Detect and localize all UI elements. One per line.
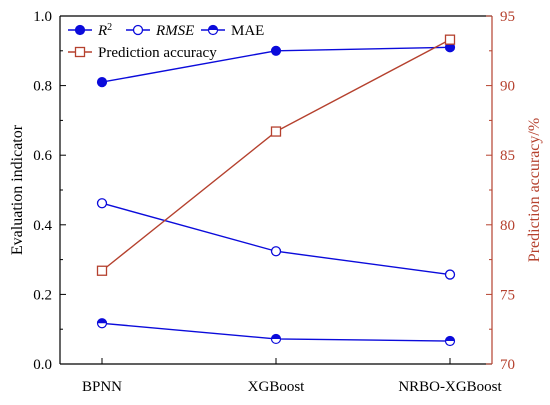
marker-fill	[445, 336, 455, 342]
marker-fill	[208, 25, 218, 30]
data-point-0-1	[270, 45, 282, 56]
legend-marker	[74, 46, 86, 58]
left-tick-label: 0.6	[33, 148, 52, 164]
right-tick-label: 80	[500, 218, 515, 234]
left-tick-label: 1.0	[33, 9, 52, 25]
legend-label-0: R2	[97, 22, 112, 40]
right-tick-label: 90	[500, 79, 515, 95]
legend-label-3: Prediction accuracy	[98, 45, 217, 61]
data-point-1-2	[444, 269, 456, 280]
y-axis-title: Evaluation indicator	[9, 124, 26, 255]
y2-axis-title: Prediction accuracy/%	[526, 118, 543, 262]
data-point-1-1	[270, 246, 282, 257]
legend-label-1: RMSE	[155, 23, 194, 39]
left-tick-label: 0.4	[33, 218, 52, 234]
legend: R2 RMSE MAE Prediction accuracy	[68, 22, 264, 61]
data-point-2-0	[96, 318, 108, 329]
x-tick-label: BPNN	[82, 379, 122, 395]
data-point-0-0	[96, 77, 108, 88]
data-point-3-0	[96, 265, 108, 276]
legend-marker	[207, 24, 219, 36]
marker-fill	[271, 334, 281, 339]
data-point-2-2	[444, 335, 456, 347]
series-line-1	[101, 202, 451, 276]
right-tick-label: 85	[500, 148, 515, 164]
marker-fill	[97, 318, 107, 324]
legend-marker	[74, 24, 86, 36]
x-tick-label: NRBO-XGBoost	[398, 379, 502, 395]
data-point-2-1	[270, 333, 282, 345]
left-tick-label: 0.0	[33, 357, 52, 373]
data-point-1-0	[96, 198, 108, 209]
left-tick-label: 0.8	[33, 79, 52, 95]
right-tick-label: 70	[500, 357, 515, 373]
data-point-3-2	[444, 34, 456, 45]
data-point-3-1	[270, 126, 282, 137]
left-tick-label: 0.2	[33, 287, 52, 303]
right-tick-label: 95	[500, 9, 515, 25]
right-tick-label: 75	[500, 287, 515, 303]
x-tick-label: XGBoost	[248, 379, 306, 395]
series-line-3	[101, 39, 451, 272]
legend-marker	[132, 24, 144, 36]
legend-label-2: MAE	[231, 23, 264, 39]
